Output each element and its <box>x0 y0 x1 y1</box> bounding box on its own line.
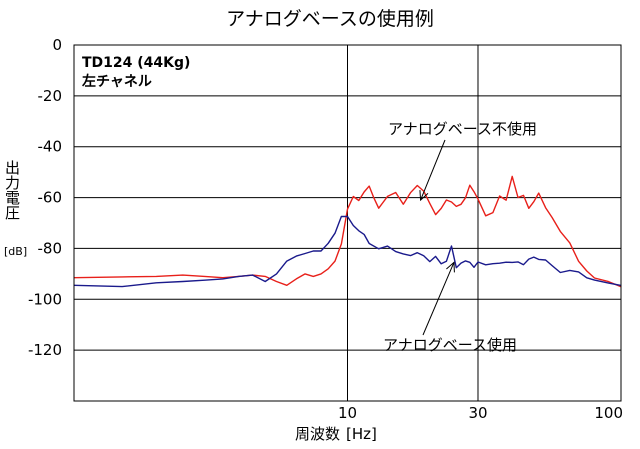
y-tick-label: -40 <box>38 138 63 156</box>
annotation-arrows <box>419 139 455 336</box>
x-tick-labels: 10 30 100 <box>338 404 623 422</box>
y-axis-label: 出力電圧 <box>3 160 21 220</box>
y-tick-label: -80 <box>38 239 63 257</box>
annotation-arrow-line <box>420 139 446 201</box>
annotation-with-base: アナログベース使用 <box>383 336 517 354</box>
annotation-arrow-head <box>419 190 429 202</box>
y-tick-labels: 0 -20 -40 -60 -80 -100 -120 <box>28 36 62 359</box>
annotation-without-base: アナログベース不使用 <box>388 120 537 138</box>
y-tick-label: -120 <box>28 341 62 359</box>
y-tick-label: -100 <box>28 290 62 308</box>
x-axis-unit: [Hz] <box>346 425 377 443</box>
y-tick-label: 0 <box>52 36 62 54</box>
grid <box>74 45 621 401</box>
y-axis-unit: [dB] <box>4 245 27 258</box>
x-tick-label: 100 <box>594 404 623 422</box>
series-with-base-line <box>73 215 622 288</box>
annotation-arrow-line <box>422 262 455 336</box>
note-channel: 左チャネル <box>81 73 152 90</box>
annotation-arrow-head <box>446 261 455 273</box>
y-tick-label: -20 <box>38 87 63 105</box>
y-tick-label: -60 <box>38 189 63 207</box>
x-tick-label: 30 <box>468 404 487 422</box>
x-tick-label: 10 <box>338 404 357 422</box>
chart-title: アナログベースの使用例 <box>226 8 434 30</box>
note-model: TD124 (44Kg) <box>82 55 190 71</box>
x-axis-label: 周波数 <box>295 425 340 443</box>
plot-frame <box>73 44 622 402</box>
